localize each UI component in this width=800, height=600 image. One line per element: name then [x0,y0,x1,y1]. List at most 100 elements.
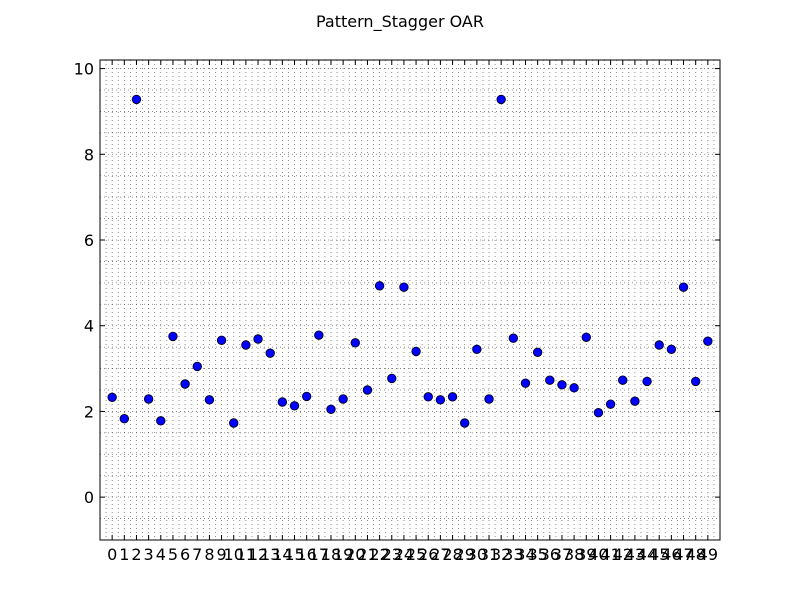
data-point [435,395,446,405]
x-tick-label: 10 [224,545,244,564]
x-tick-label: 9 [216,545,226,564]
x-tick-label: 42 [613,545,633,564]
data-point [314,330,324,340]
data-point [350,338,360,348]
x-tick-label: 26 [418,545,438,564]
chart-title: Pattern_Stagger OAR [316,12,484,32]
x-tick-label: 29 [455,545,475,564]
data-point [630,396,640,406]
x-tick-label: 12 [248,545,268,564]
y-axis-tick-labels: 0 2 4 6 8 10 [74,60,94,508]
data-point [703,336,713,346]
x-tick-label: 7 [192,545,202,564]
x-tick-label: 47 [673,545,693,564]
x-tick-label: 24 [394,545,414,564]
x-tick-label: 21 [357,545,377,564]
x-tick-label: 33 [503,545,523,564]
x-tick-label: 36 [540,545,560,564]
data-point [654,340,664,350]
data-point [460,418,470,428]
x-tick-label: 49 [698,545,718,564]
data-point [229,418,239,428]
x-tick-label: 6 [180,545,190,564]
data-point [216,335,227,345]
x-tick-label: 45 [649,545,669,564]
data-point [423,392,433,402]
data-point [532,347,543,357]
data-point [569,383,579,393]
x-tick-label: 34 [515,545,535,564]
x-tick-label: 14 [272,545,292,564]
data-point [253,334,263,344]
data-point [362,385,373,395]
data-point [399,282,409,292]
x-tick-label: 31 [479,545,499,564]
x-tick-label: 35 [527,545,547,564]
x-tick-label: 28 [442,545,462,564]
data-point [204,395,215,405]
data-point [447,392,458,402]
x-tick-label: 48 [686,545,706,564]
x-tick-label: 32 [491,545,511,564]
data-point [642,376,652,387]
x-tick-label: 22 [369,545,389,564]
data-point [180,379,190,389]
x-tick-label: 19 [333,545,353,564]
data-point [678,282,689,292]
x-tick-label: 4 [156,545,166,564]
data-point [168,331,178,342]
data-point [557,380,567,390]
x-tick-label: 3 [144,545,154,564]
x-tick-label: 40 [588,545,608,564]
x-tick-label: 41 [600,545,620,564]
data-point [496,94,506,105]
data-point [411,346,421,357]
y-tick-label: 8 [84,145,94,164]
data-point [131,94,142,105]
data-point [107,392,117,402]
x-tick-label: 11 [236,545,256,564]
data-point [618,375,628,385]
axes-frame [99,59,721,541]
data-point [241,340,251,350]
x-tick-label: 8 [204,545,214,564]
data-point [690,376,701,387]
x-tick-label: 23 [382,545,402,564]
data-point [265,348,275,358]
x-tick-label: 1 [119,545,129,564]
y-tick-label: 0 [84,488,94,507]
x-tick-label: 15 [284,545,304,564]
data-point [508,333,519,343]
data-point [289,401,300,411]
data-point [143,394,154,404]
x-tick-label: 44 [637,545,657,564]
data-point [374,281,385,291]
data-point [156,416,166,426]
y-tick-label: 6 [84,231,94,250]
data-point [545,375,555,385]
x-tick-label: 16 [296,545,316,564]
x-tick-label: 46 [661,545,681,564]
x-tick-label: 39 [576,545,596,564]
data-point [581,332,591,342]
axis-ticks [100,60,720,540]
x-tick-label: 20 [345,545,365,564]
y-tick-label: 10 [74,60,94,79]
data-point [326,404,336,414]
x-tick-label: 38 [564,545,584,564]
data-point [387,373,397,384]
x-tick-label: 25 [406,545,426,564]
x-tick-label: 5 [168,545,178,564]
data-point [666,344,677,354]
x-axis-tick-labels: 0 1 2 3 4 5 6 7 8 9101112131415161718192021222324… [107,545,718,564]
data-point [484,394,494,404]
data-point [119,414,130,424]
x-tick-label: 30 [467,545,487,564]
data-point [192,361,202,372]
x-tick-label: 0 [107,545,117,564]
data-point [472,344,482,354]
data-point [338,394,348,404]
y-tick-label: 2 [84,402,94,421]
data-points [107,94,713,428]
